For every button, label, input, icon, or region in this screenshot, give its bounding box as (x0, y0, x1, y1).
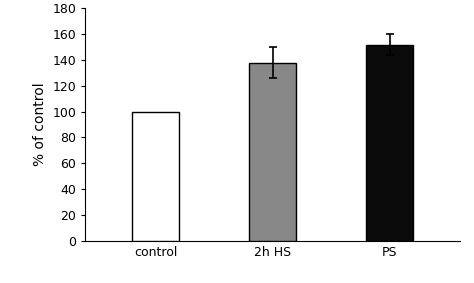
Bar (249, 63, 296, 241)
Bar (366, 45, 413, 241)
Y-axis label: % of control: % of control (33, 83, 47, 166)
Bar (132, 112, 179, 241)
